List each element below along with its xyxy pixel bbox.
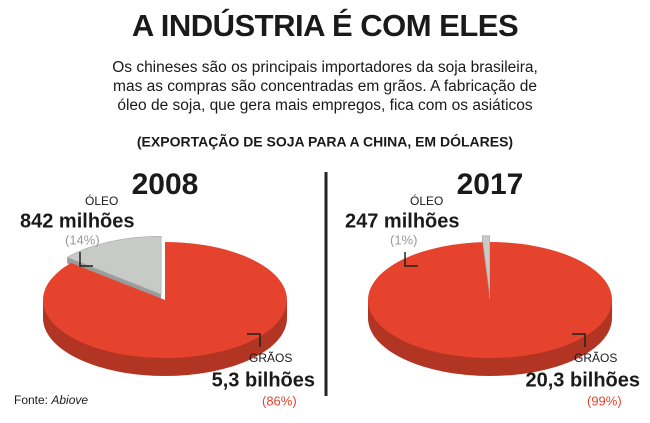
source: Fonte: Abiove xyxy=(14,393,88,407)
category-label: GRÃOS xyxy=(574,351,617,365)
source-label: Fonte: xyxy=(14,393,48,407)
value-label: (99%) xyxy=(587,393,622,408)
subtitle-line: Os chineses são os principais importador… xyxy=(112,59,538,76)
subtitle-line: mas as compras são concentradas em grãos… xyxy=(113,78,537,95)
amount-label: 20,3 bilhões xyxy=(526,369,641,391)
amount-label: 842 milhões xyxy=(20,210,135,232)
pie-slice xyxy=(481,235,491,294)
subheading: (EXPORTAÇÃO DE SOJA PARA A CHINA, EM DÓL… xyxy=(137,133,513,150)
title: A INDÚSTRIA É COM ELES xyxy=(132,7,518,43)
pie-slice xyxy=(42,242,287,358)
leader xyxy=(572,333,586,347)
value-label: (14%) xyxy=(65,232,100,247)
leader xyxy=(79,252,93,267)
subtitle-line: óleo de soja, que gera mais empregos, fi… xyxy=(117,97,533,114)
amount-label: 247 milhões xyxy=(345,210,460,232)
leader xyxy=(404,252,418,267)
year: 2008 xyxy=(132,168,199,201)
leader xyxy=(247,333,261,347)
category-label: ÓLEO xyxy=(410,193,443,208)
pie-slice xyxy=(367,242,612,358)
amount-label: 5,3 bilhões xyxy=(212,369,315,391)
year: 2017 xyxy=(457,168,524,201)
category-label: GRÃOS xyxy=(249,351,292,365)
category-label: ÓLEO xyxy=(85,193,118,208)
source-name: Abiove xyxy=(50,393,88,407)
value-label: (86%) xyxy=(262,393,297,408)
value-label: (1%) xyxy=(390,232,417,247)
pie-slice xyxy=(66,235,162,295)
